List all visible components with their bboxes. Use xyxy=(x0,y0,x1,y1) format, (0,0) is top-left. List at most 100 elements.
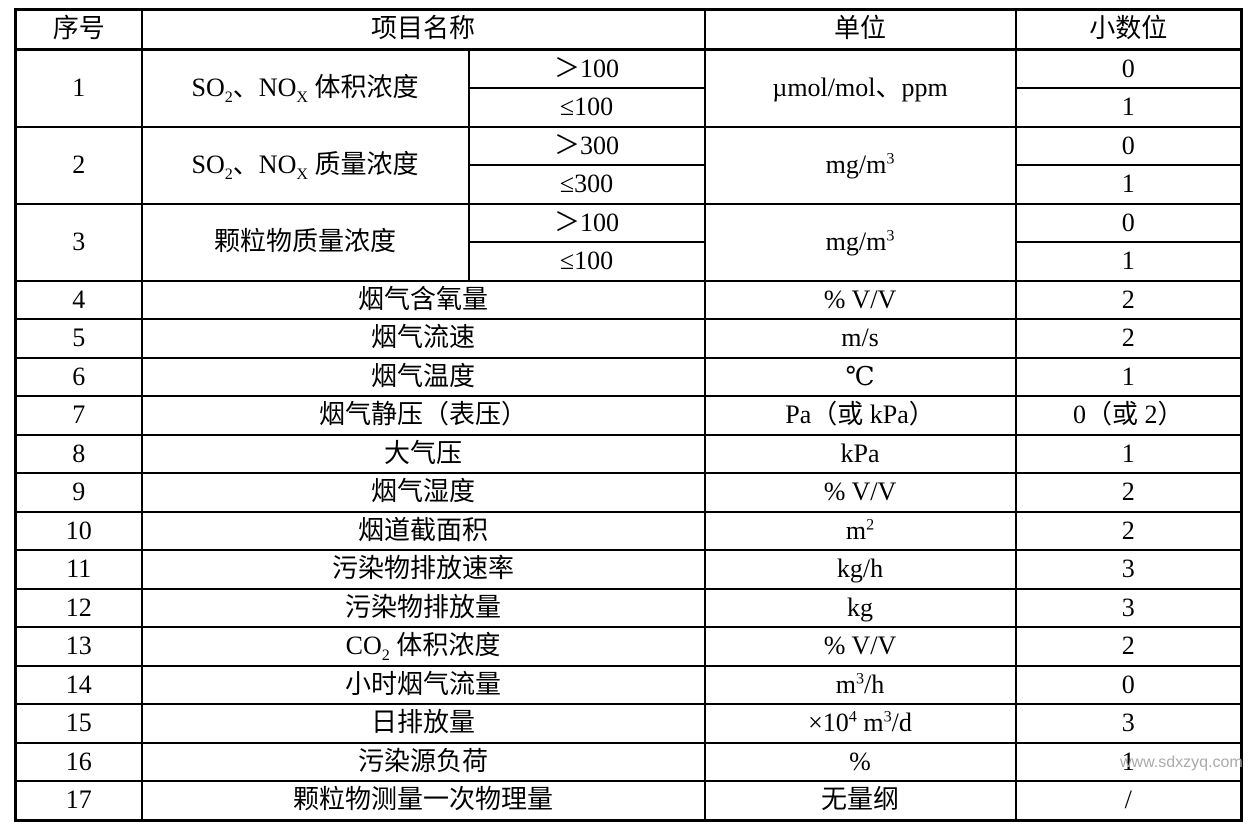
row-unit: kPa xyxy=(703,433,1017,474)
row-no: 1 xyxy=(14,48,143,128)
table-row: ≤100 1 xyxy=(16,241,1243,282)
table-row: 3 颗粒物质量浓度 ＞100 mg/m3 0 xyxy=(14,202,1243,282)
row-condition: ≤100 xyxy=(467,241,706,282)
row-decimals: 3 xyxy=(1014,549,1243,590)
row-unit: kg/h xyxy=(703,549,1017,590)
row-decimals: 3 xyxy=(1014,703,1243,744)
table-row: 11 污染物排放速率 kg/h 3 xyxy=(14,549,1243,590)
row-decimals: 3 xyxy=(1014,587,1243,628)
row-unit: % V/V xyxy=(703,279,1017,320)
row-no: 10 xyxy=(14,510,143,551)
row-unit: % xyxy=(703,741,1017,782)
row-decimals: 2 xyxy=(1014,472,1243,513)
row-condition: ＞100 xyxy=(467,202,706,243)
row-no: 12 xyxy=(14,587,143,628)
row-condition: ≤300 xyxy=(467,164,706,205)
row-no: 6 xyxy=(14,356,143,397)
row-unit: kg xyxy=(703,587,1017,628)
row-no: 17 xyxy=(14,780,143,821)
table-row: 10 烟道截面积 m2 2 xyxy=(14,510,1243,551)
table-row: 6 烟气温度 ℃ 1 xyxy=(14,356,1243,397)
row-decimals: 1 xyxy=(1014,356,1243,397)
row-decimals: 0 xyxy=(1014,48,1243,89)
row-decimals: 1 xyxy=(1014,433,1243,474)
row-unit: % V/V xyxy=(703,626,1017,667)
row-name: SO2、NOX 体积浓度 xyxy=(140,48,470,128)
row-name: SO2、NOX 质量浓度 xyxy=(140,125,470,205)
row-condition: ＞300 xyxy=(467,125,706,166)
row-name: 污染物排放速率 xyxy=(140,549,706,590)
row-no: 7 xyxy=(14,395,143,436)
table-header-row: 序号 项目名称 单位 小数位 xyxy=(14,8,1243,51)
row-unit: ℃ xyxy=(703,356,1017,397)
row-decimals: 1 xyxy=(1014,164,1243,205)
row-no: 9 xyxy=(14,472,143,513)
row-name: 污染源负荷 xyxy=(140,741,706,782)
row-decimals: 2 xyxy=(1014,626,1243,667)
header-no: 序号 xyxy=(14,8,143,51)
row-name: 日排放量 xyxy=(140,703,706,744)
header-decimals: 小数位 xyxy=(1014,8,1243,51)
row-decimals: 1 xyxy=(1014,241,1243,282)
table-row: 13 CO2 体积浓度% V/V 2 xyxy=(14,626,1243,667)
table-row: 16 污染源负荷% 1 xyxy=(14,741,1243,782)
row-decimals: 2 xyxy=(1014,318,1243,359)
row-name: 烟气湿度 xyxy=(140,472,706,513)
watermark: www.sdxzyq.com xyxy=(1120,754,1243,771)
table-row: 9 烟气湿度% V/V 2 xyxy=(14,472,1243,513)
table-row: 1 SO2、NOX 体积浓度 ＞100 µmol/mol、ppm 0 xyxy=(14,48,1243,128)
table-row: 14 小时烟气流量 m3/h 0 xyxy=(14,664,1243,705)
header-name: 项目名称 xyxy=(140,8,706,51)
row-unit: µmol/mol、ppm xyxy=(703,48,1017,128)
row-unit: m2 xyxy=(703,510,1017,551)
row-no: 3 xyxy=(14,202,143,282)
table-row: 4 烟气含氧量% V/V 2 xyxy=(14,279,1243,320)
parameters-table: 序号 项目名称 单位 小数位 1 SO2、NOX 体积浓度 ＞100 µmol/… xyxy=(14,8,1244,822)
table-row: 2 SO2、NOX 质量浓度 ＞300 mg/m3 0 xyxy=(14,125,1243,205)
row-name: 烟气静压（表压） xyxy=(140,395,706,436)
row-decimals: 0（或 2） xyxy=(1014,395,1243,436)
table-row: 5 烟气流速 m/s 2 xyxy=(14,318,1243,359)
row-decimals: 1 xyxy=(1014,741,1243,782)
row-decimals: 0 xyxy=(1014,125,1243,166)
table-row: 8 大气压 kPa 1 xyxy=(14,433,1243,474)
row-unit: m/s xyxy=(703,318,1017,359)
row-unit: 无量纲 xyxy=(703,780,1017,821)
row-no: 4 xyxy=(14,279,143,320)
row-condition: ＞100 xyxy=(467,48,706,89)
table-row: 17 颗粒物测量一次物理量 无量纲 / xyxy=(14,780,1243,821)
row-name: 烟气温度 xyxy=(140,356,706,397)
row-name: 颗粒物测量一次物理量 xyxy=(140,780,706,821)
row-decimals: 1 xyxy=(1014,87,1243,128)
row-name: CO2 体积浓度 xyxy=(140,626,706,667)
row-no: 8 xyxy=(14,433,143,474)
row-decimals: 2 xyxy=(1014,510,1243,551)
table-row: ≤100 1 xyxy=(16,87,1243,128)
row-decimals: 0 xyxy=(1014,664,1243,705)
table-row: 15 日排放量 ×104 m3/d 3 xyxy=(14,703,1243,744)
row-name: 烟道截面积 xyxy=(140,510,706,551)
row-no: 16 xyxy=(14,741,143,782)
row-name: 烟气含氧量 xyxy=(140,279,706,320)
table-row: ≤300 1 xyxy=(16,164,1243,205)
row-no: 13 xyxy=(14,626,143,667)
header-unit: 单位 xyxy=(703,8,1017,51)
row-no: 5 xyxy=(14,318,143,359)
table-row: 12 污染物排放量 kg 3 xyxy=(14,587,1243,628)
row-name: 小时烟气流量 xyxy=(140,664,706,705)
row-decimals: 0 xyxy=(1014,202,1243,243)
row-unit: Pa（或 kPa） xyxy=(703,395,1017,436)
row-unit: mg/m3 xyxy=(703,202,1017,282)
row-unit: mg/m3 xyxy=(703,125,1017,205)
row-decimals: / xyxy=(1014,780,1243,821)
row-unit: ×104 m3/d xyxy=(703,703,1017,744)
row-name: 污染物排放量 xyxy=(140,587,706,628)
row-name: 颗粒物质量浓度 xyxy=(140,202,470,282)
row-no: 15 xyxy=(14,703,143,744)
row-no: 14 xyxy=(14,664,143,705)
row-name: 大气压 xyxy=(140,433,706,474)
row-no: 2 xyxy=(14,125,143,205)
row-unit: % V/V xyxy=(703,472,1017,513)
table-row: 7 烟气静压（表压） Pa（或 kPa） 0（或 2） xyxy=(14,395,1243,436)
row-unit: m3/h xyxy=(703,664,1017,705)
